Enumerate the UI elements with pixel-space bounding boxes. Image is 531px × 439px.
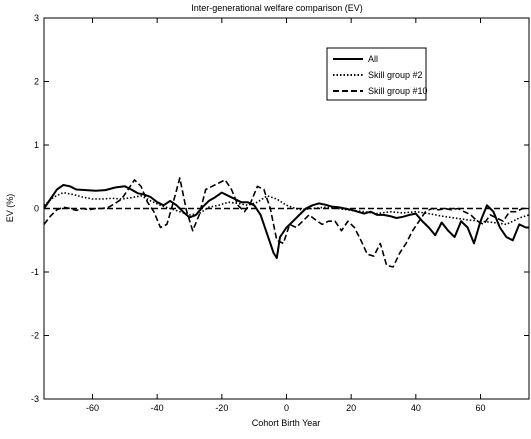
y-tick-label: -2	[31, 331, 39, 341]
x-tick-label: 20	[346, 403, 356, 413]
y-tick-label: -1	[31, 267, 39, 277]
x-axis-label: Cohort Birth Year	[252, 418, 321, 428]
x-tick-label: 0	[284, 403, 289, 413]
x-tick-label: -20	[215, 403, 228, 413]
y-tick-label: 2	[34, 77, 39, 87]
y-tick-label: -3	[31, 394, 39, 404]
x-tick-label: 60	[475, 403, 485, 413]
chart-title: Inter-generational welfare comparison (E…	[191, 3, 363, 13]
legend-label-skill-10: Skill group #10	[368, 86, 428, 96]
y-axis-label: EV (%)	[5, 194, 15, 223]
legend-label-all: All	[368, 54, 378, 64]
y-tick-label: 3	[34, 13, 39, 23]
legend-label-skill-2: Skill group #2	[368, 70, 423, 80]
series-layer	[43, 177, 530, 268]
axis-ticks: -60 -40 -20 0 20 40 60 -3 -2 -1 0 1 2 3	[31, 13, 529, 413]
series-line-all	[43, 184, 529, 259]
x-tick-label: -60	[86, 403, 99, 413]
legend: All Skill group #2 Skill group #10	[326, 47, 428, 101]
series-line-skill-group-10	[43, 177, 529, 268]
x-tick-label: 40	[411, 403, 421, 413]
y-tick-label: 0	[34, 204, 39, 214]
x-tick-label: -40	[151, 403, 164, 413]
y-tick-label: 1	[34, 140, 39, 150]
